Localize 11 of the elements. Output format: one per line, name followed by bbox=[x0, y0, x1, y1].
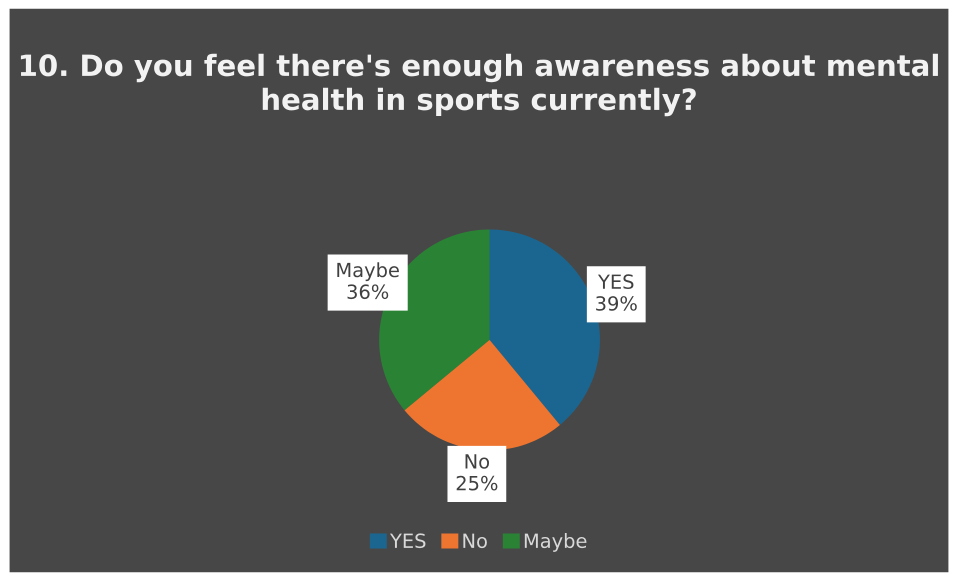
legend-label: No bbox=[463, 534, 487, 548]
legend-label: Maybe bbox=[524, 533, 586, 552]
data-label: 36% bbox=[348, 284, 388, 300]
legend-label: YES bbox=[390, 533, 426, 548]
data-label: 39% bbox=[596, 296, 637, 311]
slice-label: Maybe bbox=[337, 262, 399, 282]
slice-label: YES bbox=[598, 274, 634, 290]
chart-title: 10. Do you feel there's enough awareness about mental health in sports currently? bbox=[20, 54, 938, 116]
slice-label: No bbox=[466, 454, 490, 469]
data-label: 25% bbox=[456, 476, 498, 490]
pie-slice bbox=[404, 340, 560, 450]
